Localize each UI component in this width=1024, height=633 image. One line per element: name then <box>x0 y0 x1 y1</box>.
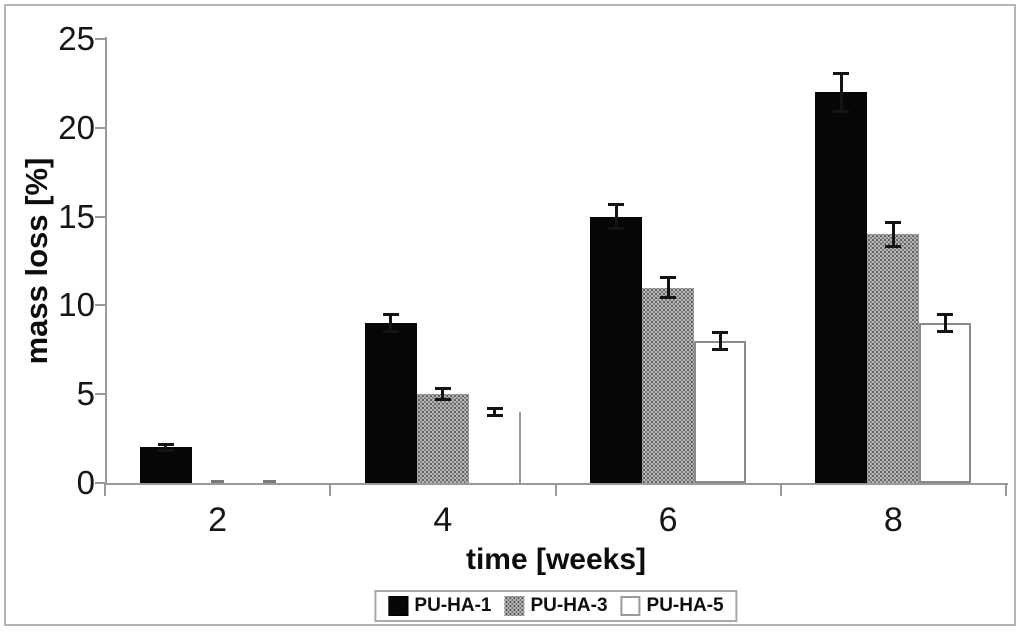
error-cap-bottom-PU-HA-1-week-6 <box>608 227 625 231</box>
x-category-label-2: 2 <box>208 501 228 539</box>
bar-PU-HA-5-week-8 <box>919 323 972 483</box>
legend-swatch-dotted-icon <box>504 596 525 616</box>
error-cap-bottom-PU-HA-1-week-4 <box>382 330 399 334</box>
error-bar-PU-HA-1-week-2 <box>164 443 168 452</box>
error-cap-bottom-PU-HA-5-week-4 <box>486 414 503 418</box>
bar-PU-HA-1-week-2 <box>139 447 192 483</box>
legend-label: PU-HA-5 <box>646 595 724 616</box>
y-axis <box>105 37 107 485</box>
legend-item-pu-ha-3: PU-HA-3 <box>504 595 608 616</box>
legend-item-pu-ha-1: PU-HA-1 <box>388 596 491 616</box>
error-cap-top-PU-HA-3-week-4 <box>434 386 451 390</box>
error-bar-PU-HA-3-week-6 <box>666 276 670 299</box>
error-bar-PU-HA-5-week-4 <box>493 407 497 417</box>
error-cap-bottom-PU-HA-3-week-6 <box>660 296 677 300</box>
legend-swatch-black-icon <box>388 596 409 616</box>
y-tick-label-0: 0 <box>76 464 95 501</box>
y-tick-10 <box>95 304 105 307</box>
error-cap-top-PU-HA-3-week-6 <box>660 275 677 279</box>
x-tick-4 <box>1005 483 1007 496</box>
x-tick-1 <box>329 483 332 496</box>
error-cap-bottom-PU-HA-1-week-8 <box>833 109 850 113</box>
bar-PU-HA-3-week-6 <box>642 287 695 483</box>
y-tick-label-20: 20 <box>58 108 95 146</box>
error-cap-top-PU-HA-5-week-6 <box>712 331 729 335</box>
y-tick-15 <box>95 215 105 218</box>
error-bar-PU-HA-3-week-4 <box>441 387 445 401</box>
error-cap-bottom-PU-HA-1-week-2 <box>157 449 174 453</box>
error-cap-bottom-PU-HA-3-week-8 <box>885 244 902 248</box>
x-tick-2 <box>554 483 557 496</box>
figure-frame <box>4 4 1016 626</box>
x-tick-3 <box>779 483 782 496</box>
x-axis <box>105 483 1008 485</box>
legend-label: PU-HA-1 <box>414 595 492 616</box>
legend-item-pu-ha-5: PU-HA-5 <box>620 595 724 616</box>
error-bar-PU-HA-1-week-6 <box>614 204 618 230</box>
y-tick-5 <box>95 393 105 396</box>
y-tick-0 <box>95 482 105 484</box>
y-axis-title: mass loss [%] <box>19 157 54 365</box>
error-bar-PU-HA-5-week-6 <box>718 332 722 350</box>
y-tick-label-15: 15 <box>58 197 95 235</box>
error-bar-PU-HA-1-week-4 <box>389 314 393 333</box>
error-dash-PU-HA-3-week-2 <box>210 480 224 483</box>
y-tick-label-10: 10 <box>58 286 95 324</box>
x-tick-0 <box>104 483 106 496</box>
bar-PU-HA-5-week-6 <box>694 340 747 483</box>
x-category-label-8: 8 <box>883 501 903 539</box>
legend-swatch-white-icon <box>620 596 641 616</box>
legend-label: PU-HA-3 <box>530 595 608 616</box>
error-cap-top-PU-HA-5-week-4 <box>486 406 503 410</box>
error-bar-PU-HA-5-week-8 <box>943 314 947 333</box>
error-cap-top-PU-HA-3-week-8 <box>885 220 902 224</box>
error-cap-top-PU-HA-1-week-6 <box>608 203 625 207</box>
error-cap-bottom-PU-HA-5-week-8 <box>937 330 954 334</box>
error-cap-top-PU-HA-5-week-8 <box>937 313 954 317</box>
bar-PU-HA-5-week-4-edge <box>518 411 521 483</box>
bar-PU-HA-1-week-4 <box>364 323 417 483</box>
y-tick-25 <box>95 38 105 40</box>
x-category-label-6: 6 <box>658 501 678 539</box>
error-bar-PU-HA-3-week-8 <box>891 221 895 247</box>
error-cap-bottom-PU-HA-3-week-4 <box>434 398 451 402</box>
error-bar-PU-HA-1-week-8 <box>839 72 843 112</box>
bar-PU-HA-1-week-6 <box>590 216 643 483</box>
error-dash-PU-HA-5-week-2 <box>262 480 276 483</box>
x-category-label-4: 4 <box>433 501 453 539</box>
error-cap-bottom-PU-HA-5-week-6 <box>712 347 729 351</box>
y-tick-20 <box>95 126 105 129</box>
error-cap-top-PU-HA-1-week-4 <box>382 313 399 317</box>
legend: PU-HA-1 PU-HA-3 PU-HA-5 <box>374 590 738 622</box>
y-tick-label-5: 5 <box>76 375 95 413</box>
bar-PU-HA-1-week-8 <box>815 92 868 483</box>
bar-PU-HA-3-week-8 <box>867 234 920 483</box>
y-tick-label-25: 25 <box>58 20 95 57</box>
error-cap-top-PU-HA-1-week-2 <box>157 442 174 446</box>
error-cap-top-PU-HA-1-week-8 <box>833 71 850 75</box>
x-axis-title: time [weeks] <box>465 543 647 576</box>
bar-PU-HA-3-week-4 <box>416 394 469 483</box>
